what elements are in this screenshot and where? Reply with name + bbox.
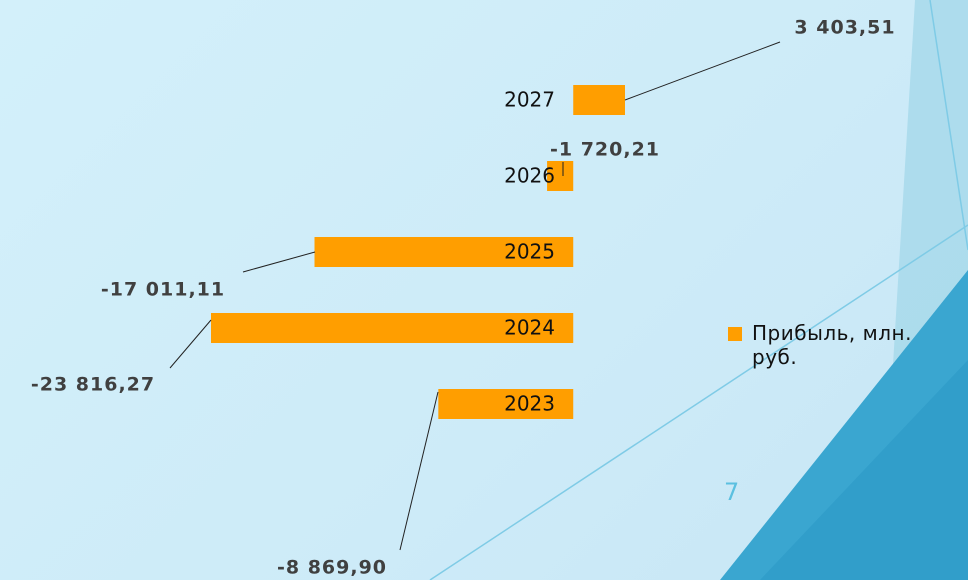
bar <box>314 237 574 267</box>
decor <box>429 224 968 580</box>
legend-swatch <box>728 327 742 341</box>
category-label: 2026 <box>504 164 555 188</box>
category-label: 2024 <box>504 316 555 340</box>
slide-number: 7 <box>724 478 740 506</box>
leader-line <box>399 391 439 551</box>
leader-line <box>242 251 316 273</box>
data-label: -17 011,11 <box>101 279 225 301</box>
category-label: 2027 <box>504 88 555 112</box>
bar <box>573 85 625 115</box>
bar <box>547 161 574 191</box>
leader-line <box>169 319 212 369</box>
legend: Прибыль, млн. руб. <box>728 321 963 369</box>
bars: 2023 -8 869,90 2024 -23 816,27 2025 -17 011,1… <box>31 17 895 579</box>
bar <box>211 313 574 343</box>
category-label: 2025 <box>504 240 555 264</box>
data-label: 3 403,51 <box>794 17 895 39</box>
leader-line <box>624 41 781 101</box>
decor <box>760 360 968 580</box>
data-label: -8 869,90 <box>277 557 387 579</box>
data-label: -1 720,21 <box>550 139 660 161</box>
decor <box>929 0 968 251</box>
bar <box>438 389 574 419</box>
legend-label: Прибыль, млн. руб. <box>752 321 912 369</box>
data-label: -23 816,27 <box>31 374 155 396</box>
category-label: 2023 <box>504 392 555 416</box>
